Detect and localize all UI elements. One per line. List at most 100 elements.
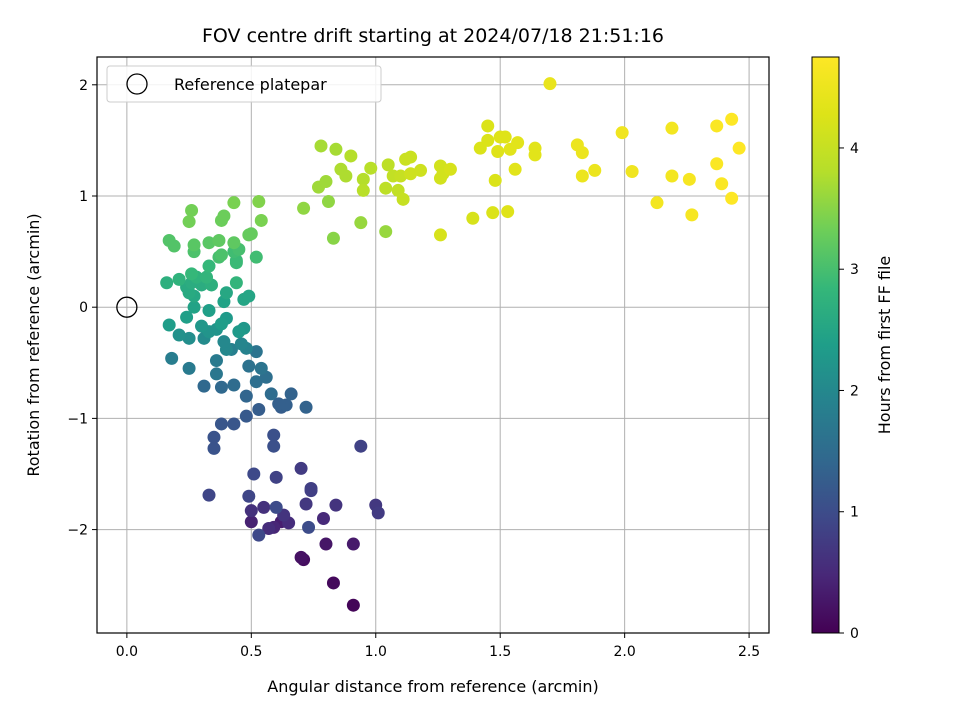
data-point: [321, 195, 335, 209]
data-point: [182, 215, 196, 229]
data-point: [575, 169, 589, 183]
data-point: [207, 441, 221, 455]
data-point: [162, 318, 176, 332]
data-point: [650, 196, 664, 210]
colorbar-tick-label: 3: [850, 262, 859, 278]
data-point: [227, 417, 241, 431]
data-point: [207, 430, 221, 444]
chart-title: FOV centre drift starting at 2024/07/18 …: [202, 25, 664, 47]
data-point: [433, 228, 447, 242]
data-point: [404, 150, 418, 164]
y-tick-label: 0: [79, 300, 88, 316]
data-point: [262, 521, 276, 535]
data-point: [511, 136, 525, 150]
data-point: [488, 173, 502, 187]
data-point: [234, 337, 248, 351]
data-point: [404, 167, 418, 181]
data-point: [257, 500, 271, 514]
data-point: [209, 367, 223, 381]
data-point: [394, 169, 408, 183]
data-point: [180, 310, 194, 324]
data-point: [227, 378, 241, 392]
data-point: [227, 196, 241, 210]
data-point: [242, 289, 256, 303]
data-point: [185, 267, 199, 281]
legend-marker-icon: [126, 73, 148, 95]
data-point: [625, 165, 639, 179]
data-point: [725, 191, 739, 205]
data-point: [575, 146, 589, 160]
data-point: [284, 387, 298, 401]
data-point: [202, 488, 216, 502]
data-point: [182, 361, 196, 375]
x-tick-label: 1.0: [365, 644, 387, 660]
data-point: [344, 149, 358, 163]
data-point: [202, 236, 216, 250]
data-point: [229, 256, 243, 270]
y-axis-ticks: −2 −1 0 1 2: [67, 78, 97, 539]
data-point: [491, 145, 505, 159]
data-point: [244, 227, 258, 241]
y-tick-label: −2: [67, 523, 88, 539]
data-point: [501, 205, 515, 219]
data-point: [202, 259, 216, 273]
data-point: [710, 157, 724, 171]
legend-box: [106, 65, 382, 103]
data-point: [195, 319, 209, 333]
data-point: [682, 172, 696, 186]
data-point: [209, 354, 223, 368]
data-point: [269, 470, 283, 484]
data-point: [244, 515, 258, 529]
data-point: [334, 162, 348, 176]
data-point: [381, 158, 395, 172]
data-point: [187, 300, 201, 314]
data-point: [212, 233, 226, 247]
data-point: [314, 139, 328, 153]
data-point: [364, 161, 378, 175]
data-point: [267, 428, 281, 442]
data-point: [356, 172, 370, 186]
data-point: [486, 206, 500, 220]
data-point: [665, 121, 679, 135]
data-point: [232, 325, 246, 339]
data-point: [414, 163, 428, 177]
data-point: [316, 511, 330, 525]
data-points: [116, 77, 746, 612]
data-point: [202, 304, 216, 318]
colorbar-tick-label: 4: [850, 141, 859, 157]
data-point: [187, 238, 201, 252]
data-point: [252, 195, 266, 209]
data-point: [665, 169, 679, 183]
data-point: [165, 351, 179, 365]
data-point: [214, 380, 228, 394]
data-point: [252, 402, 266, 416]
data-point: [264, 387, 278, 401]
x-tick-label: 0.0: [116, 644, 138, 660]
data-point: [227, 236, 241, 250]
data-point: [294, 550, 308, 564]
data-point: [396, 192, 410, 206]
x-tick-label: 1.5: [489, 644, 511, 660]
data-point: [252, 528, 266, 542]
data-point: [443, 162, 457, 176]
data-point: [182, 331, 196, 345]
data-point: [267, 439, 281, 453]
data-point: [615, 126, 629, 140]
colorbar-tick-label: 2: [850, 383, 859, 399]
data-point: [239, 389, 253, 403]
data-point: [710, 119, 724, 133]
data-point: [217, 335, 231, 349]
colorbar-label: Hours from first FF file: [875, 256, 894, 435]
data-point: [214, 248, 228, 262]
colorbar-gradient: [811, 56, 840, 634]
x-tick-label: 2.0: [614, 644, 636, 660]
data-point: [219, 286, 233, 300]
data-point: [329, 498, 343, 512]
data-point: [356, 183, 370, 197]
colorbar: 0 1 2 3 4 Hours from first FF file: [811, 56, 894, 642]
data-point: [239, 409, 253, 423]
legend-label: Reference platepar: [174, 75, 327, 94]
data-point: [302, 520, 316, 534]
data-point: [481, 119, 495, 133]
